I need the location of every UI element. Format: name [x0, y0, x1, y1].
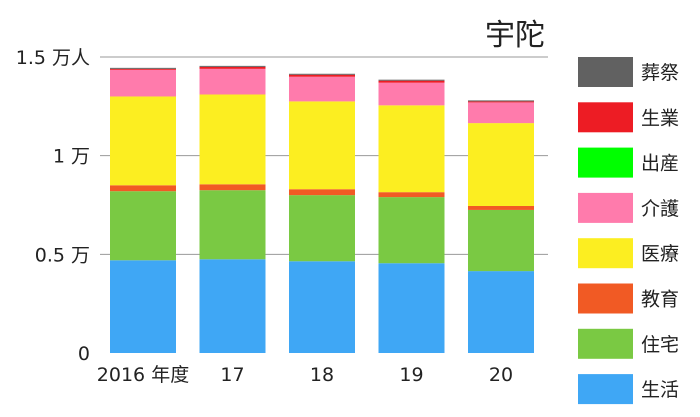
legend-swatch: [578, 192, 633, 223]
y-tick-label: 1.5 万人: [16, 47, 90, 69]
axes: 0 0.5 万 1 万 1.5 万人 2016 年度 17 18 19 20: [16, 47, 513, 386]
bar-segment: [468, 205, 534, 210]
legend-swatch: [578, 147, 633, 178]
bar-segment: [110, 185, 176, 192]
bar-segment: [468, 102, 534, 124]
legend-label: 生活: [641, 379, 679, 401]
bar-segment: [468, 123, 534, 206]
legend-swatch: [578, 328, 633, 359]
bar-segment: [289, 74, 355, 77]
bar-segment: [199, 65, 266, 67]
bar-segment: [468, 271, 534, 353]
bar-segment: [468, 100, 534, 102]
bar-segment: [110, 69, 176, 97]
legend-label: 教育: [641, 289, 679, 311]
bar-segment: [289, 195, 355, 262]
bar-segment: [378, 80, 445, 83]
bar-segment: [199, 68, 266, 95]
y-tick-label: 0: [78, 343, 90, 365]
x-tick-label: 17: [220, 364, 244, 386]
legend-swatch: [578, 283, 633, 314]
bar-segment: [110, 68, 176, 70]
bar-segment: [199, 184, 266, 191]
legend-label: 住宅: [641, 334, 679, 356]
bar-segment: [199, 190, 266, 260]
bar-segment: [289, 76, 355, 102]
bar-segment: [289, 261, 355, 353]
bar-segment: [110, 191, 176, 261]
x-tick-label: 19: [399, 364, 423, 386]
y-tick-label: 1 万: [53, 146, 90, 168]
legend-label: 医療: [641, 243, 679, 265]
bar-segment: [199, 259, 266, 353]
x-tick-label: 2016 年度: [97, 364, 189, 386]
y-tick-label: 0.5 万: [35, 244, 90, 266]
bar-segment: [378, 105, 445, 193]
bar-segment: [199, 66, 266, 69]
legend-label: 生業: [641, 107, 679, 129]
bar-segment: [110, 260, 176, 353]
legend-label: 介護: [641, 198, 679, 220]
legend-swatch: [578, 238, 633, 269]
bar-segment: [289, 73, 355, 75]
bar-segment: [468, 101, 534, 103]
bar-segment: [110, 67, 176, 69]
bar-segment: [110, 96, 176, 186]
bar-segment: [378, 192, 445, 198]
x-tick-label: 18: [310, 364, 334, 386]
legend-swatch: [578, 374, 633, 405]
chart-title: 宇陀: [485, 18, 545, 53]
bar-segment: [378, 82, 445, 106]
bar-segment: [378, 197, 445, 264]
bar-segment: [199, 94, 266, 185]
bar-segment: [289, 101, 355, 190]
bar-segment: [289, 189, 355, 196]
legend-label: 出産: [641, 153, 679, 175]
bar-segment: [378, 79, 445, 81]
legend-swatch: [578, 102, 633, 133]
bars: [110, 65, 534, 353]
bar-segment: [468, 209, 534, 272]
legend-swatch: [578, 57, 633, 87]
x-tick-label: 20: [489, 364, 513, 386]
legend-label: 葬祭: [641, 62, 679, 84]
bar-segment: [378, 263, 445, 353]
